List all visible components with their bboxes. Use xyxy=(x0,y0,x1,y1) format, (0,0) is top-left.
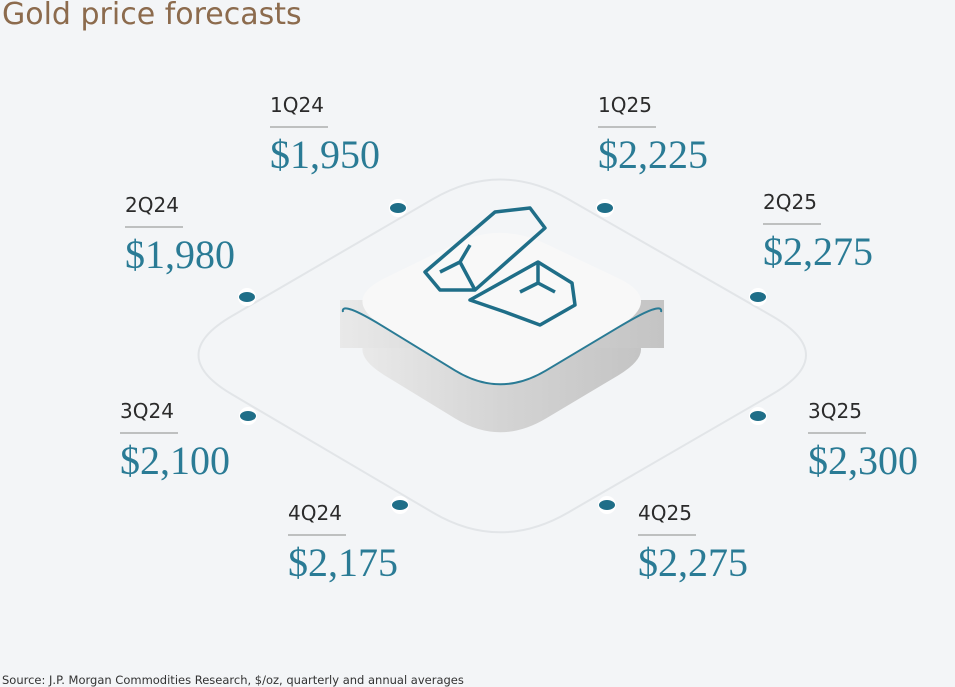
tile-top xyxy=(362,232,642,385)
title: Gold price forecasts xyxy=(2,0,302,32)
quarter-label: 3Q25 xyxy=(808,399,862,423)
quarter-label: 3Q24 xyxy=(120,399,174,423)
connector-dot xyxy=(750,411,766,421)
price-value: $2,175 xyxy=(288,540,398,585)
tile-edge xyxy=(341,307,663,386)
quarter-label: 2Q24 xyxy=(125,193,179,217)
quarter-label: 2Q25 xyxy=(763,190,817,214)
connector-dot xyxy=(599,500,615,510)
quarter-label: 1Q25 xyxy=(598,93,652,117)
gold-bars-icon xyxy=(423,206,577,327)
price-value: $1,980 xyxy=(125,232,235,277)
price-value: $2,300 xyxy=(808,438,918,483)
bar-detail xyxy=(519,262,556,294)
price-value: $2,100 xyxy=(120,438,230,483)
quarter-label: 4Q25 xyxy=(638,501,692,525)
price-value: $2,225 xyxy=(598,132,708,177)
center-tile xyxy=(340,232,664,433)
bar xyxy=(423,206,547,292)
source: Source: J.P. Morgan Commodities Research… xyxy=(2,673,464,687)
price-value: $2,275 xyxy=(638,540,748,585)
quarter-label: 4Q24 xyxy=(288,501,342,525)
connector-dot xyxy=(750,292,766,302)
connector-dot xyxy=(240,411,256,421)
quarter-label: 1Q24 xyxy=(270,93,324,117)
connector-dot xyxy=(390,203,406,213)
price-value: $2,275 xyxy=(763,229,873,274)
price-value: $1,950 xyxy=(270,132,380,177)
ring-outline xyxy=(197,178,807,534)
connector-dot xyxy=(597,203,613,213)
connector-dot xyxy=(239,292,255,302)
bar-detail xyxy=(439,244,477,291)
connector-dot xyxy=(392,500,408,510)
